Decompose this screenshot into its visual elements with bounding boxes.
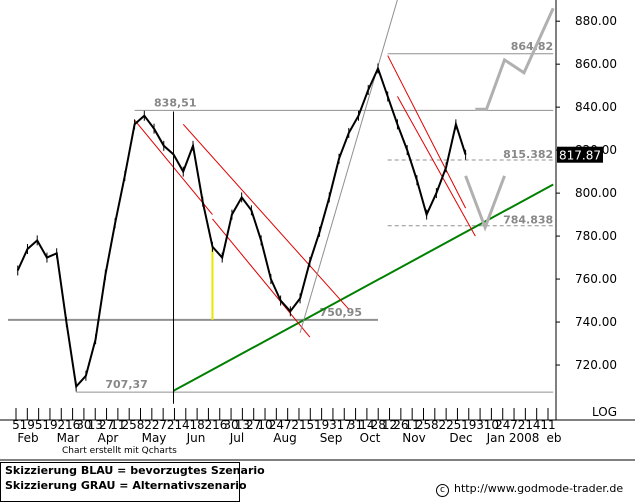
- x-tick-label: 19: [42, 418, 57, 432]
- x-tick-label: 11: [540, 418, 555, 432]
- label-low-aug: 750,95: [320, 306, 362, 319]
- x-month-label: eb: [547, 431, 562, 445]
- x-month-label: Oct: [360, 431, 381, 445]
- label-mid-level: 815.382: [503, 148, 553, 161]
- x-tick-label: 8: [431, 418, 439, 432]
- x-month-label: May: [142, 431, 167, 445]
- x-tick-label: 8: [137, 418, 145, 432]
- x-tick-label: 3: [476, 418, 484, 432]
- y-tick-label: 860.00: [575, 57, 617, 71]
- y-tick-label: 740.00: [575, 315, 617, 329]
- x-tick-label: 5: [306, 418, 314, 432]
- x-month-label: Dec: [449, 431, 472, 445]
- scenario-blue-path: [475, 7, 555, 111]
- x-tick-label: 25: [122, 418, 137, 432]
- legend-box: Skizzierung BLAU = bevorzugtes Szenario …: [0, 462, 265, 502]
- x-month-label: Mar: [57, 431, 80, 445]
- x-tick-label: 28: [371, 418, 386, 432]
- x-tick-label: 31: [348, 418, 363, 432]
- x-month-label: Feb: [17, 431, 38, 445]
- x-tick-label: 13: [235, 418, 250, 432]
- x-tick-label: 4: [533, 418, 541, 432]
- x-tick-label: 21: [291, 418, 306, 432]
- x-month-label: Aug: [273, 431, 296, 445]
- x-tick-label: 21: [167, 418, 182, 432]
- label-high-apr: 838,51: [154, 96, 196, 109]
- red-channel-lower-1: [182, 124, 350, 310]
- y-tick-label: 780.00: [575, 229, 617, 243]
- x-tick-label: 16: [212, 418, 227, 432]
- x-tick-label: 14: [359, 418, 374, 432]
- x-month-label: Nov: [402, 431, 425, 445]
- x-tick-label: 22: [438, 418, 453, 432]
- y-tick-label: 800.00: [575, 186, 617, 200]
- current-price-label: 817.87: [559, 149, 601, 163]
- x-month-label: Jan 2008: [486, 431, 540, 445]
- red-channel-2-lower: [397, 96, 476, 237]
- scale-label: LOG: [592, 405, 617, 419]
- x-tick-label: 24: [495, 418, 510, 432]
- x-tick-label: 25: [416, 418, 431, 432]
- y-tick-label: 720.00: [575, 358, 617, 372]
- x-tick-label: 10: [484, 418, 499, 432]
- x-tick-label: 10: [257, 418, 272, 432]
- y-tick-label: 880.00: [575, 14, 617, 28]
- x-tick-label: 30: [76, 418, 91, 432]
- x-tick-label: 5: [12, 418, 20, 432]
- x-tick-label: 4: [182, 418, 190, 432]
- green-support-line: [173, 183, 554, 392]
- x-tick-label: 7: [159, 418, 167, 432]
- x-tick-label: 27: [246, 418, 261, 432]
- scenario-grey-path: [464, 175, 506, 232]
- x-tick-label: 18: [189, 418, 204, 432]
- x-tick-label: 3: [329, 418, 337, 432]
- x-tick-label: 13: [88, 418, 103, 432]
- x-tick-label: 7: [284, 418, 292, 432]
- x-tick-label: 5: [454, 418, 462, 432]
- x-tick-label: 2: [205, 418, 213, 432]
- label-target-up: 864.82: [511, 40, 553, 53]
- x-tick-label: 24: [269, 418, 284, 432]
- y-tick-label: 840.00: [575, 100, 617, 114]
- current-price-box: [557, 146, 603, 163]
- label-low-mar: 707,37: [105, 378, 147, 391]
- x-month-label: Sep: [320, 431, 343, 445]
- x-tick-label: 19: [314, 418, 329, 432]
- x-tick-label: 5: [35, 418, 43, 432]
- x-month-label: Jul: [229, 431, 244, 445]
- x-tick-label: 27: [99, 418, 114, 432]
- label-target-down: 784.838: [503, 214, 553, 227]
- red-channel-2-upper: [387, 55, 467, 209]
- x-tick-label: 19: [461, 418, 476, 432]
- x-tick-label: 26: [393, 418, 408, 432]
- legend-blue-scenario: Skizzierung BLAU = bevorzugtes Szenario: [5, 464, 265, 477]
- y-tick-label: 760.00: [575, 272, 617, 286]
- x-month-label: Jun: [186, 431, 206, 445]
- x-tick-label: 21: [518, 418, 533, 432]
- x-tick-label: 17: [337, 418, 352, 432]
- x-tick-label: 16: [65, 418, 80, 432]
- x-tick-label: 30: [223, 418, 238, 432]
- legend-grey-scenario: Skizzierung GRAU = Alternativszenario: [5, 479, 247, 492]
- grey-uptrend-line: [299, 0, 398, 333]
- footer-url-row: c http://www.godmode-trader.de: [436, 482, 623, 497]
- site-url[interactable]: http://www.godmode-trader.de: [454, 482, 624, 495]
- red-channel-upper-2: [212, 218, 311, 338]
- x-tick-label: 19: [20, 418, 35, 432]
- x-tick-label: 12: [382, 418, 397, 432]
- price-line: [16, 65, 467, 389]
- x-tick-label: 11: [110, 418, 125, 432]
- copyright-icon: c: [436, 484, 449, 497]
- chart-credit: Chart erstellt mit Qcharts: [62, 446, 177, 456]
- x-tick-label: 7: [510, 418, 518, 432]
- x-tick-label: 2: [57, 418, 65, 432]
- x-tick-label: 22: [144, 418, 159, 432]
- x-month-label: Apr: [98, 431, 119, 445]
- x-tick-label: 11: [405, 418, 420, 432]
